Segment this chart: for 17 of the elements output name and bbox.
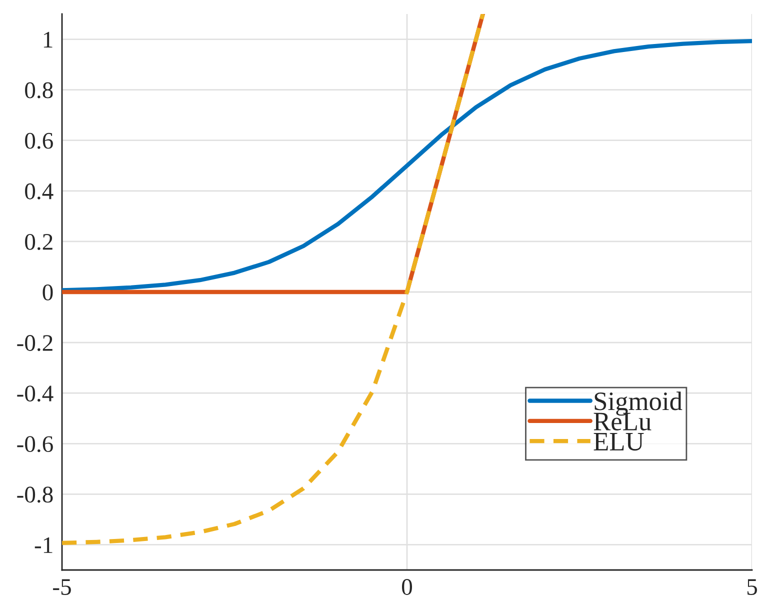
y-tick-label: 1 [44, 32, 52, 48]
x-tick-label: 0 [402, 579, 412, 595]
line-series [62, 14, 485, 546]
y-tick-label: -1 [34, 537, 52, 553]
x-tick-label: -5 [53, 579, 71, 595]
line-series [62, 38, 752, 292]
x-tick-label: 5 [747, 579, 757, 595]
y-tick-label: -0.8 [17, 486, 53, 503]
y-tick-label: -0.6 [17, 436, 53, 452]
y-tick-label: 0.6 [25, 132, 53, 149]
y-tick-label: -0.4 [17, 386, 54, 402]
y-tick-label: -0.2 [17, 335, 52, 352]
legend-label: ELU [594, 433, 644, 451]
y-tick-label: 0.2 [25, 234, 52, 250]
y-tick-label: 0.8 [25, 82, 53, 98]
y-tick-label: 0 [42, 284, 53, 300]
y-tick-label: 0.4 [25, 183, 54, 200]
